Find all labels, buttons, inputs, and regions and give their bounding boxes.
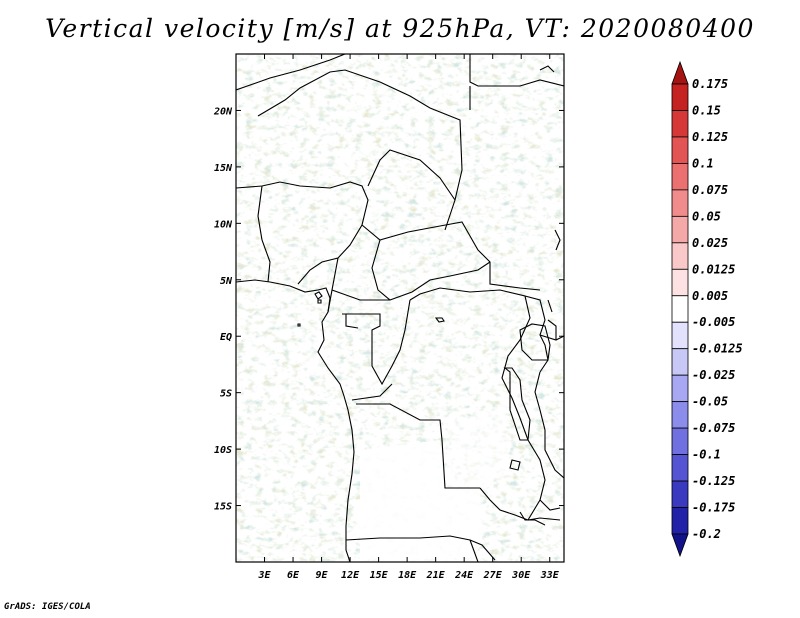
lon-tick-label: 18E [398, 570, 417, 581]
colorbar-swatch [671, 480, 689, 508]
colorbar-label: 0.075 [692, 183, 728, 197]
colorbar-label: -0.2 [692, 527, 721, 541]
lon-tick-label: 30E [511, 570, 531, 581]
colorbar-swatch [671, 374, 689, 403]
lat-tick-label: 20N [213, 106, 233, 117]
lat-tick-label: 5S [220, 389, 232, 400]
colorbar-swatch [671, 454, 689, 482]
colorbar-label: -0.025 [692, 368, 735, 382]
lon-tick-label: 6E [287, 570, 300, 581]
colorbar-label: -0.05 [692, 395, 728, 409]
lon-tick-label: 33E [540, 570, 560, 581]
vertical-velocity-field [236, 54, 564, 562]
colorbar-label: -0.0125 [692, 342, 743, 356]
colorbar-swatch [671, 295, 689, 323]
colorbar-label: 0.125 [692, 130, 728, 144]
colorbar-label: 0.0125 [692, 262, 735, 276]
colorbar-swatch [671, 507, 689, 535]
grads-credit: GrADS: IGES/COLA [4, 602, 91, 612]
country-borders [236, 54, 564, 562]
lat-tick-label: 15N [214, 163, 233, 174]
colorbar-swatch [671, 242, 689, 270]
colorbar-swatch [671, 136, 689, 164]
colorbar-label: -0.125 [692, 474, 735, 488]
map-frame [235, 53, 565, 563]
lat-tick-label: 10S [214, 445, 232, 456]
lon-tick-label: 9E [316, 570, 329, 581]
lon-tick-label: 27E [483, 570, 503, 581]
colorbar-swatch [671, 215, 689, 244]
colorbar-label: 0.005 [692, 289, 728, 303]
lon-tick-label: 12E [341, 570, 360, 581]
colorbar-label: -0.175 [692, 501, 735, 515]
colorbar-swatch [671, 60, 689, 85]
colorbar-label: 0.025 [692, 236, 728, 250]
lon-tick-label: 24E [454, 570, 474, 581]
colorbar-swatch [671, 268, 689, 297]
colorbar-label: 0.05 [692, 209, 721, 223]
colorbar-swatch [671, 163, 689, 191]
colorbar-swatch [671, 427, 689, 455]
colorbar-label: -0.005 [692, 315, 735, 329]
colorbar-label: -0.1 [692, 448, 721, 462]
colorbar-swatch [671, 533, 689, 558]
colorbar-swatch [671, 348, 689, 376]
lat-tick-label: EQ [220, 332, 232, 343]
colorbar-swatch [671, 401, 689, 429]
longitude-axis: 3E 6E 9E 12E 15E 18E 21E 24E 27E 30E 33E [257, 54, 560, 581]
lon-tick-label: 15E [370, 570, 389, 581]
lat-tick-label: 5N [220, 276, 233, 287]
map-title: Vertical velocity [m/s] at 925hPa, VT: 2… [45, 14, 755, 43]
colorbar-swatch [671, 189, 689, 217]
colorbar-label: 0.1 [692, 156, 714, 170]
colorbar-swatch [671, 321, 689, 350]
colorbar-swatch [671, 110, 689, 138]
lon-tick-label: 3E [257, 570, 271, 581]
colorbar-label: 0.175 [692, 77, 728, 91]
lon-tick-label: 21E [426, 570, 446, 581]
lat-tick-label: 10N [214, 219, 233, 230]
colorbar-swatch [671, 83, 689, 111]
colorbar-label: 0.15 [692, 103, 721, 117]
lat-tick-label: 15S [214, 502, 232, 513]
colorbar-label: -0.075 [692, 421, 735, 435]
latitude-axis: 20N 15N 10N 5N EQ 5S 10S 15S [213, 106, 564, 513]
